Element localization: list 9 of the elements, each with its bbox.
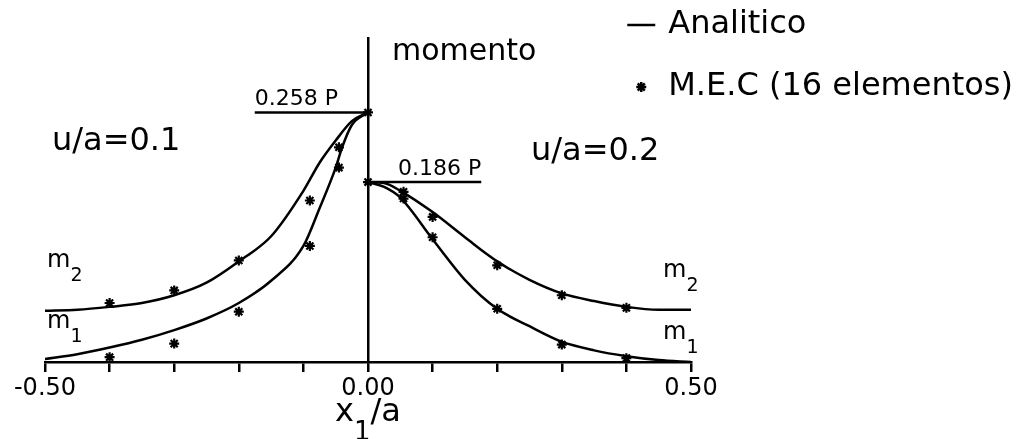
x-tick-label: 0.50: [664, 372, 718, 401]
annotation: u/a=0.2: [531, 130, 660, 169]
x-tick-label: -0.50: [13, 372, 77, 401]
y-axis-title: momento: [392, 31, 537, 67]
legend-label: M.E.C (16 elementos): [668, 65, 1013, 104]
annotation: u/a=0.1: [52, 120, 181, 159]
ref-line-label: 0.258 P: [254, 85, 339, 111]
ref-line-label: 0.186 P: [398, 154, 482, 180]
legend-label: Analitico: [668, 3, 807, 42]
